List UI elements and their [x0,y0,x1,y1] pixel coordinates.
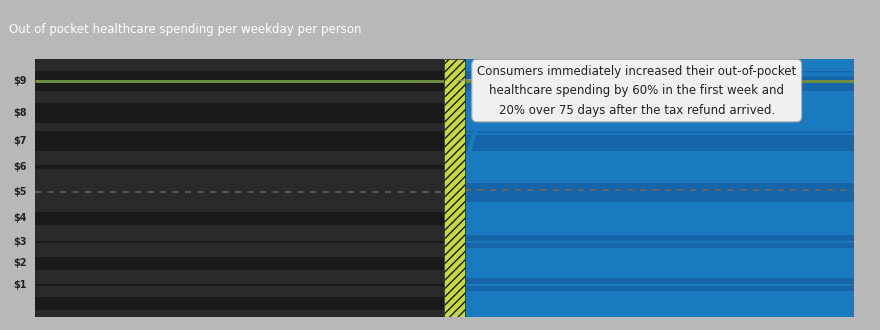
Text: Out of pocket healthcare spending per weekday per person: Out of pocket healthcare spending per we… [9,23,362,36]
Bar [465,103,854,123]
Text: $9: $9 [13,76,27,86]
Bar [35,183,444,202]
Text: $7: $7 [13,136,27,146]
Text: $4: $4 [13,213,27,223]
Bar [465,235,854,248]
Text: $2: $2 [13,258,27,268]
Bar [465,157,854,176]
Text: $6: $6 [13,162,27,172]
Bar [465,71,854,90]
Text: $5: $5 [13,187,27,197]
Bar [35,59,444,317]
Bar [35,257,444,270]
Bar [35,71,444,90]
Text: Consumers immediately increased their out-of-pocket
healthcare spending by 60% i: Consumers immediately increased their ou… [477,65,796,116]
Text: $8: $8 [13,108,27,118]
Bar [444,59,465,317]
Bar [465,278,854,291]
Text: $3: $3 [13,237,27,247]
Bar [35,131,444,150]
Bar [35,103,444,123]
Bar [465,59,854,317]
Bar [35,157,444,176]
Bar [35,235,444,248]
Bar [465,131,854,150]
Bar [465,183,854,202]
Bar [465,257,854,270]
Bar [465,212,854,224]
Bar [35,298,444,310]
Bar [35,212,444,224]
Bar [35,278,444,291]
Text: $1: $1 [13,280,27,290]
Bar [465,298,854,310]
